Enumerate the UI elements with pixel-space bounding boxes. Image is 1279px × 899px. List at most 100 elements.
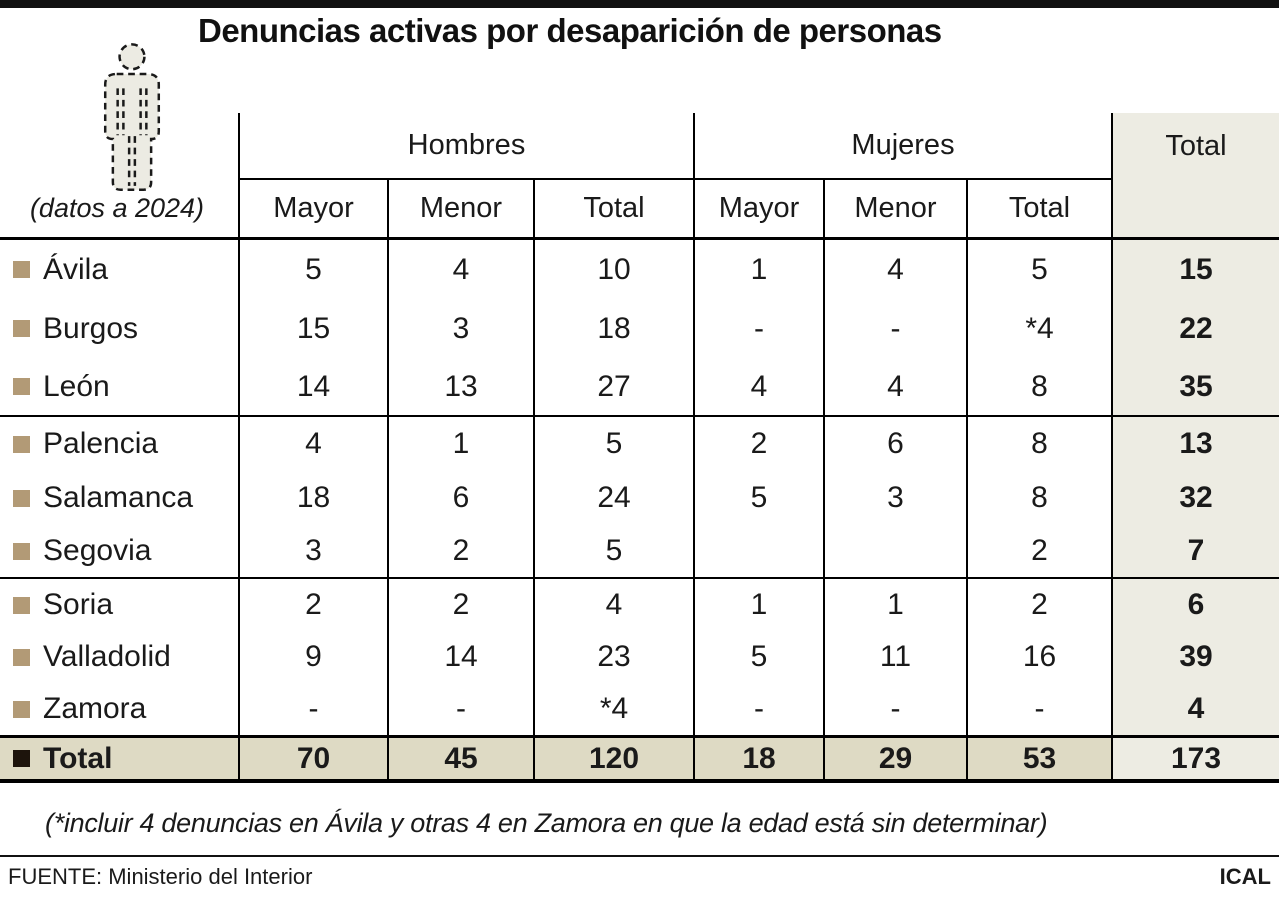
value-cell: 2: [238, 579, 387, 631]
row-label-cell: Zamora: [0, 683, 238, 735]
row-label: Soria: [43, 588, 114, 621]
hombres-group-header: Hombres: [238, 113, 693, 180]
value-cell: 53: [966, 738, 1111, 779]
value-cell: *4: [966, 299, 1111, 358]
province-bullet-icon: [13, 378, 30, 395]
value-cell: 18: [533, 299, 693, 358]
row-label: Segovia: [43, 534, 152, 567]
table-row: Palencia 4 1 5 2 6 8 13: [0, 417, 1279, 471]
value-cell: 1: [693, 240, 823, 299]
group-header-row: Hombres Mujeres Total: [0, 113, 1279, 180]
source-text: FUENTE: Ministerio del Interior: [8, 864, 313, 889]
table-row: Segovia 3 2 5 2 7: [0, 525, 1279, 579]
row-label: Palencia: [43, 427, 159, 460]
value-cell: 18: [693, 738, 823, 779]
value-cell: 1: [693, 579, 823, 631]
row-label: Zamora: [43, 692, 147, 725]
province-bullet-icon: [13, 542, 30, 560]
mujeres-menor-header: Menor: [823, 180, 966, 237]
value-cell: 24: [533, 471, 693, 525]
value-cell: 5: [238, 240, 387, 299]
total-column-header-spacer: [1111, 180, 1279, 237]
page-title: Denuncias activas por desaparición de pe…: [198, 12, 942, 49]
mujeres-group-header: Mujeres: [693, 113, 1111, 180]
row-label: Valladolid: [43, 640, 171, 673]
value-cell: 8: [966, 358, 1111, 415]
value-cell: 11: [823, 631, 966, 683]
value-cell: 5: [533, 417, 693, 471]
province-bullet-icon: [13, 435, 30, 453]
row-label-cell: Burgos: [0, 299, 238, 358]
value-cell: 15: [238, 299, 387, 358]
row-label: Total: [43, 741, 113, 775]
table-body: Ávila 5 4 10 1 4 5 15 Burgos 15 3 18- - *4 22 León 14 13 2…: [0, 240, 1279, 783]
value-cell: 45: [387, 738, 533, 779]
row-label: León: [43, 369, 110, 403]
row-total-cell: 32: [1111, 471, 1279, 525]
value-cell: 9: [238, 631, 387, 683]
agency-credit: ICAL: [1219, 864, 1271, 889]
value-cell: 29: [823, 738, 966, 779]
value-cell: 18: [238, 471, 387, 525]
value-cell: 13: [387, 358, 533, 415]
value-cell: *4: [533, 683, 693, 735]
missing-person-icon: [103, 43, 161, 191]
row-total-cell: 39: [1111, 631, 1279, 683]
table-row: Burgos 15 3 18- - *4 22: [0, 299, 1279, 358]
row-total-cell: 13: [1111, 417, 1279, 471]
row-total-cell: 6: [1111, 579, 1279, 631]
province-bullet-icon: [13, 648, 30, 666]
province-bullet-icon: [13, 261, 30, 278]
value-cell: 2: [693, 417, 823, 471]
province-bullet-icon: [13, 320, 30, 337]
value-cell: -: [693, 683, 823, 735]
province-bullet-icon: [13, 596, 30, 614]
province-bullet-icon: [13, 700, 30, 718]
value-cell: 5: [693, 631, 823, 683]
value-cell: 14: [238, 358, 387, 415]
value-cell: 14: [387, 631, 533, 683]
row-label-cell: Soria: [0, 579, 238, 631]
value-cell: 4: [823, 358, 966, 415]
value-cell: -: [966, 683, 1111, 735]
row-label-cell: Palencia: [0, 417, 238, 471]
value-cell: 2: [966, 525, 1111, 577]
value-cell: 4: [823, 240, 966, 299]
value-cell: 6: [823, 417, 966, 471]
row-label-cell: Valladolid: [0, 631, 238, 683]
data-year-note: (datos a 2024): [29, 193, 205, 223]
value-cell: 1: [823, 579, 966, 631]
row-total-cell: 15: [1111, 240, 1279, 299]
value-cell: 4: [533, 579, 693, 631]
footer-divider: [0, 855, 1279, 857]
data-table: Hombres Mujeres Total (datos a 2024) May…: [0, 113, 1279, 783]
mujeres-mayor-header: Mayor: [693, 180, 823, 237]
mujeres-total-header: Total: [966, 180, 1111, 237]
value-cell: 8: [966, 417, 1111, 471]
value-cell: 3: [387, 299, 533, 358]
value-cell: 23: [533, 631, 693, 683]
value-cell: [693, 525, 823, 577]
hombres-total-header: Total: [533, 180, 693, 237]
value-cell: 2: [387, 525, 533, 577]
value-cell: 2: [966, 579, 1111, 631]
row-total-cell: 4: [1111, 683, 1279, 735]
row-label-cell: Ávila: [0, 240, 238, 299]
table-row: Zamora - - *4- - -4: [0, 683, 1279, 735]
row-total-cell: 35: [1111, 358, 1279, 415]
value-cell: 10: [533, 240, 693, 299]
header-blank-cell: [0, 113, 238, 180]
hombres-mayor-header: Mayor: [238, 180, 387, 237]
value-cell: 120: [533, 738, 693, 779]
province-bullet-icon: [13, 489, 30, 507]
row-label-cell: Salamanca: [0, 471, 238, 525]
table-total-row: Total 70 45 120 18 29 53 173: [0, 735, 1279, 783]
value-cell: 16: [966, 631, 1111, 683]
row-label-cell: León: [0, 358, 238, 415]
sub-header-row: (datos a 2024) Mayor Menor Total Mayor M…: [0, 180, 1279, 237]
total-bullet-icon: [13, 750, 30, 767]
row-label: Ávila: [43, 252, 109, 286]
row-total-cell: 22: [1111, 299, 1279, 358]
value-cell: 27: [533, 358, 693, 415]
value-cell: [823, 525, 966, 577]
